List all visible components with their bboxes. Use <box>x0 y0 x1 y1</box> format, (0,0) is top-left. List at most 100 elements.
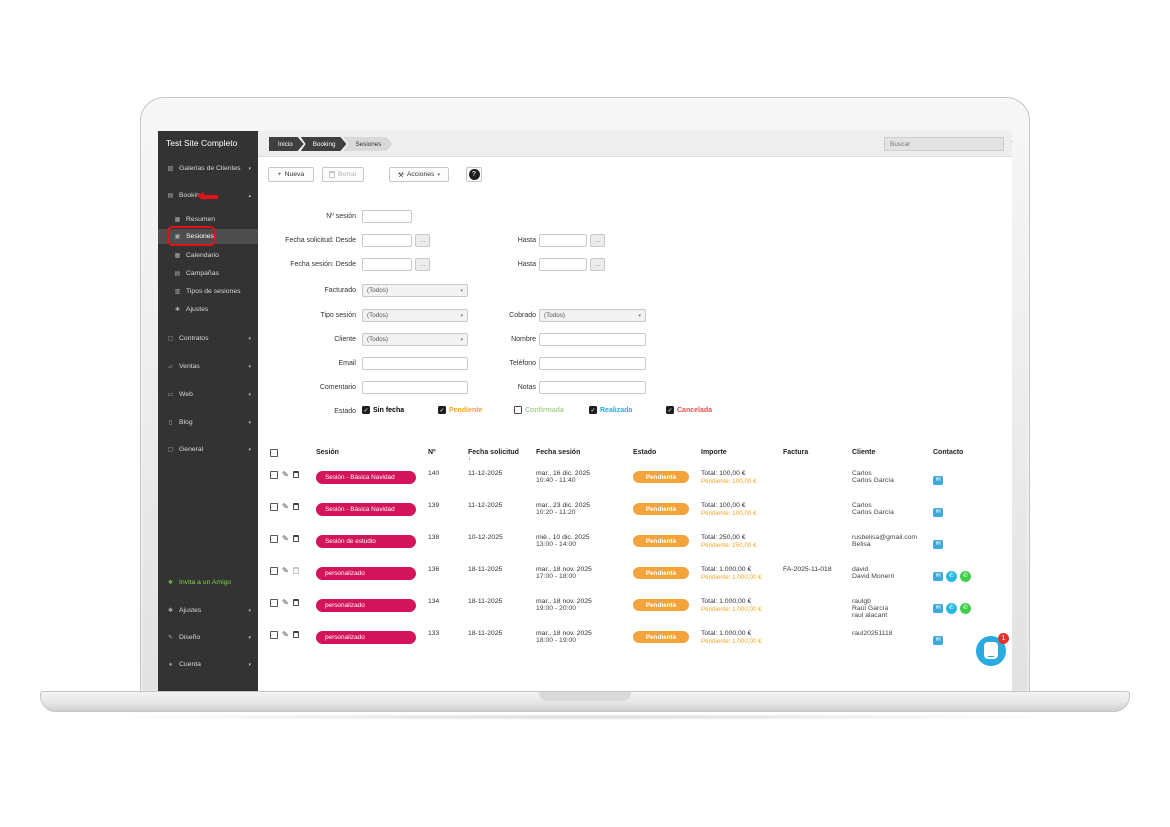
row-checkbox[interactable] <box>270 535 278 543</box>
select-all-checkbox[interactable] <box>270 449 278 457</box>
search-input[interactable] <box>884 137 1004 151</box>
delete-button[interactable]: Borrar <box>322 167 364 182</box>
new-button[interactable]: + Nueva <box>268 167 314 182</box>
sidebar-item-general[interactable]: ▢ General ▾ <box>167 446 251 453</box>
sidebar-item-ajustes[interactable]: ✱ Ajustes ▾ <box>167 607 251 614</box>
phone-icon[interactable]: ✆ <box>946 603 957 614</box>
session-pill[interactable]: personalizado <box>316 599 416 612</box>
trash-icon[interactable] <box>292 599 299 606</box>
email-icon[interactable]: ✉ <box>933 508 943 517</box>
telefono-input[interactable] <box>539 357 646 370</box>
row-checkbox[interactable] <box>270 503 278 511</box>
breadcrumb-inicio[interactable]: Inicio <box>269 137 304 151</box>
fecha-solicitud-hasta-input[interactable] <box>539 234 587 247</box>
cliente-cell: Carlos Carlos García <box>852 502 894 516</box>
edit-icon[interactable]: ✎ <box>282 598 289 607</box>
row-checkbox[interactable] <box>270 567 278 575</box>
sidebar-item-blog[interactable]: ▯ Blog ▾ <box>158 415 258 430</box>
tipo-sesion-select[interactable]: (Todos) ▾ <box>362 309 468 322</box>
cobrado-select[interactable]: (Todos) ▾ <box>539 309 646 322</box>
chevron-down-icon: ▾ <box>638 313 641 319</box>
row-checkbox[interactable] <box>270 599 278 607</box>
edit-icon[interactable]: ✎ <box>282 630 289 639</box>
col-fecha-sesion[interactable]: Fecha sesión <box>536 449 581 456</box>
sidebar-item-web[interactable]: ▭ Web ▾ <box>167 391 251 398</box>
col-estado[interactable]: Estado <box>633 449 657 456</box>
fecha-solicitud-desde-input[interactable] <box>362 234 412 247</box>
trash-icon[interactable] <box>292 471 299 478</box>
fecha-sesion-desde-picker[interactable]: … <box>415 258 430 271</box>
sidebar-item-cuenta[interactable]: ● Cuenta ▾ <box>158 657 258 672</box>
email-icon[interactable]: ✉ <box>933 636 943 645</box>
checkbox-sin-fecha[interactable]: ✓ <box>362 406 370 414</box>
session-pill[interactable]: Sesión de estudio <box>316 535 416 548</box>
session-pill[interactable]: Sesión - Básica Navidad <box>316 503 416 516</box>
edit-icon[interactable]: ✎ <box>282 566 289 575</box>
col-n[interactable]: Nº <box>428 449 436 456</box>
fecha-sesion-hasta-input[interactable] <box>539 258 587 271</box>
sidebar-item-tipos-sesiones[interactable]: ▥ Tipos de sesiones <box>174 288 241 295</box>
cliente-select[interactable]: (Todos) ▾ <box>362 333 468 346</box>
checkbox-confirmada[interactable] <box>514 406 522 414</box>
checkbox-realizada[interactable]: ✓ <box>589 406 597 414</box>
sidebar-item-galerias[interactable]: ▧ Galerías de Clientes ▾ <box>167 165 251 172</box>
actions-button[interactable]: ⚒ Acciones ▾ <box>389 167 449 182</box>
edit-icon[interactable]: ✎ <box>282 534 289 543</box>
help-button[interactable]: ? <box>466 167 482 182</box>
phone-icon[interactable]: ✆ <box>946 571 957 582</box>
facturado-select[interactable]: (Todos) ▾ <box>362 284 468 297</box>
sidebar-item-ventas[interactable]: ▱ Ventas ▾ <box>158 359 258 374</box>
whatsapp-icon[interactable]: ✆ <box>960 603 971 614</box>
sidebar-item-resumen[interactable]: ▦ Resumen <box>174 216 216 223</box>
sidebar-item-invita-amigo[interactable]: ❖ Invita a un Amigo <box>167 579 232 586</box>
nombre-input[interactable] <box>539 333 646 346</box>
fecha-solicitud-desde-picker[interactable]: … <box>415 234 430 247</box>
checkbox-pendiente[interactable]: ✓ <box>438 406 446 414</box>
row-checkbox[interactable] <box>270 471 278 479</box>
fecha-sesion-hasta-picker[interactable]: … <box>590 258 605 271</box>
email-input[interactable] <box>362 357 468 370</box>
edit-icon[interactable]: ✎ <box>282 502 289 511</box>
trash-icon[interactable] <box>292 503 299 510</box>
col-fecha-solicitud[interactable]: Fecha solicitud ↓ <box>468 449 536 466</box>
session-pill[interactable]: personalizado <box>316 631 416 644</box>
email-icon[interactable]: ✉ <box>933 476 943 485</box>
n-cell: 140 <box>428 470 440 477</box>
sidebar-item-sesiones[interactable]: ▣ Sesiones <box>158 229 258 244</box>
col-importe[interactable]: Importe <box>701 449 727 456</box>
edit-icon[interactable]: ✎ <box>282 470 289 479</box>
trash-icon[interactable] <box>292 535 299 542</box>
sidebar-item-ajustes-booking[interactable]: ✱ Ajustes <box>174 306 209 313</box>
fecha-sesion-desde-input[interactable] <box>362 258 412 271</box>
comentario-input[interactable] <box>362 381 468 394</box>
n-cell: 133 <box>428 630 440 637</box>
sidebar-item-booking[interactable]: ▤ Booking ▴ <box>167 192 251 199</box>
email-icon[interactable]: ✉ <box>933 540 943 549</box>
notas-input[interactable] <box>539 381 646 394</box>
trash-icon[interactable] <box>292 631 299 638</box>
chat-widget-button[interactable]: 1 <box>976 633 1009 666</box>
whatsapp-icon[interactable]: ✆ <box>960 571 971 582</box>
estado-realizada: ✓ Realizada <box>589 406 633 414</box>
fecha-solicitud-hasta-picker[interactable]: … <box>590 234 605 247</box>
wrench-icon[interactable]: ⚒ <box>1011 138 1012 149</box>
col-sesion[interactable]: Sesión <box>316 449 339 456</box>
row-checkbox[interactable] <box>270 631 278 639</box>
email-icon[interactable]: ✉ <box>933 572 943 581</box>
session-pill[interactable]: Sesión - Básica Navidad <box>316 471 416 484</box>
email-icon[interactable]: ✉ <box>933 604 943 613</box>
chevron-down-icon: ▾ <box>248 446 251 453</box>
sidebar-item-diseno[interactable]: ✎ Diseño ▾ <box>167 634 251 641</box>
checkbox-cancelada[interactable]: ✓ <box>666 406 674 414</box>
col-cliente[interactable]: Cliente <box>852 449 876 456</box>
fecha-solicitud-label: Fecha solicitud: Desde <box>285 237 356 244</box>
sidebar-item-contratos[interactable]: ▢ Contratos ▾ <box>167 335 251 342</box>
col-contacto[interactable]: Contacto <box>933 449 964 456</box>
session-pill[interactable]: personalizado <box>316 567 416 580</box>
sidebar-item-campanas[interactable]: ▤ Campañas <box>174 270 219 277</box>
sidebar-item-calendario[interactable]: ▦ Calendario <box>174 252 219 259</box>
no-sesion-input[interactable] <box>362 210 412 223</box>
col-factura[interactable]: Factura <box>783 449 809 456</box>
solicitud-cell: 18-11-2025 <box>468 566 503 573</box>
breadcrumb-booking[interactable]: Booking <box>301 137 347 151</box>
